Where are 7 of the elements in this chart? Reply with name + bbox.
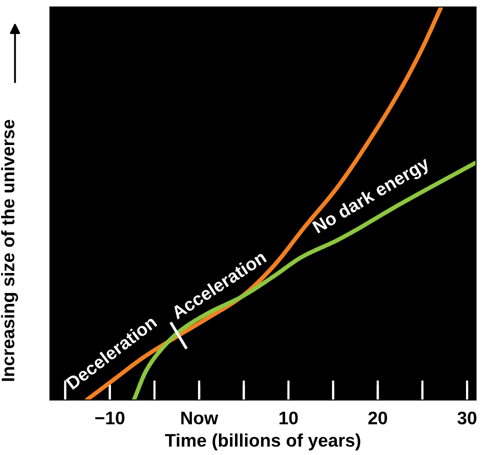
x-tick-label: 10 xyxy=(280,412,298,424)
y-axis-title: Increasing size of the universe xyxy=(1,120,18,381)
x-tick-label: 30 xyxy=(457,412,476,424)
x-tick-label: Now xyxy=(181,412,218,424)
x-tick-label: −10 xyxy=(95,412,124,424)
x-axis-title: Time (billions of years) xyxy=(165,434,360,450)
x-tick-label: 20 xyxy=(368,412,388,424)
